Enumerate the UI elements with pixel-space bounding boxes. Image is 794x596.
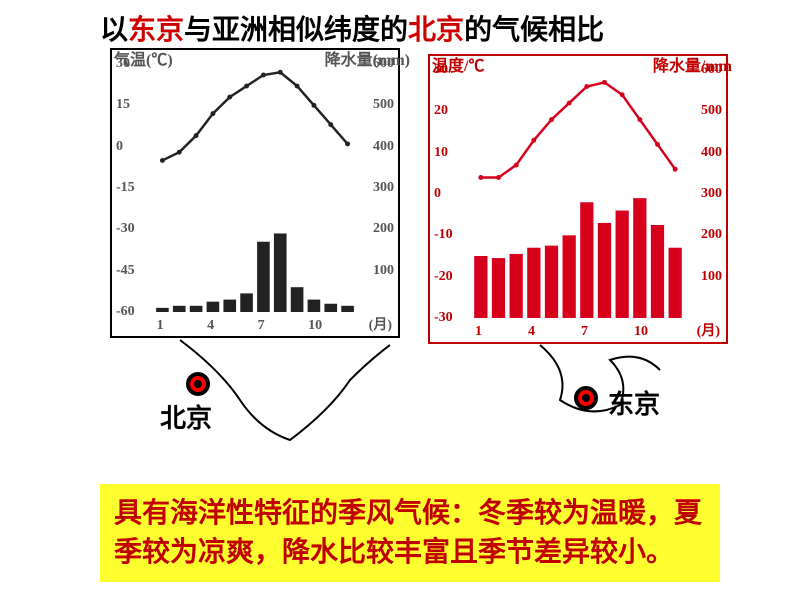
temp-tick: -20 [434,269,453,285]
title-city1: 东京 [128,15,184,46]
beijing-marker [186,372,210,396]
chart-tokyo: 温度/℃ 降水量/mm 3020100-10-20-30600500400300… [428,54,728,344]
tokyo-marker [574,386,598,410]
title-city2: 北京 [408,15,464,46]
beijing-label: 北京 [160,398,212,435]
precip-tick: 500 [373,97,394,113]
tokyo-chart-svg [472,70,684,318]
title-prefix: 以 [100,15,128,46]
beijing-chart-svg [154,64,356,312]
precip-tick: 600 [701,62,722,78]
precip-tick: 200 [373,221,394,237]
precip-tick: 400 [373,139,394,155]
chart-beijing: 气温(℃) 降水量(mm) 30150-15-30-45-60600500400… [110,48,400,338]
temp-tick: -15 [116,180,135,196]
plot-area-right [472,70,684,318]
precip-tick: 600 [373,56,394,72]
temp-tick: 20 [434,103,448,119]
temp-tick: -30 [434,310,453,326]
summary-box: 具有海洋性特征的季风气候：冬季较为温暖，夏季较为凉爽，降水比较丰富且季节差异较小… [100,484,720,582]
precip-tick: 300 [373,180,394,196]
temp-tick: 15 [116,97,130,113]
temp-tick: -60 [116,304,135,320]
temp-tick: 0 [116,139,123,155]
temp-tick: 30 [116,56,130,72]
temp-tick: -30 [116,221,135,237]
plot-area-left [154,64,356,312]
temp-tick: 10 [434,145,448,161]
temp-tick: 0 [434,186,441,202]
page-title: 以东京与亚洲相似纬度的北京的气候相比 [100,8,604,48]
temp-tick: 30 [434,62,448,78]
title-suffix: 的气候相比 [464,15,604,46]
temp-tick: -10 [434,227,453,243]
precip-tick: 500 [701,103,722,119]
precip-tick: 200 [701,227,722,243]
precip-tick: 400 [701,145,722,161]
title-mid: 与亚洲相似纬度的 [184,15,408,46]
precip-tick: 100 [373,263,394,279]
precip-tick: 100 [701,269,722,285]
temp-tick: -45 [116,263,135,279]
tokyo-label: 东京 [608,384,660,421]
summary-text: 具有海洋性特征的季风气候：冬季较为温暖，夏季较为凉爽，降水比较丰富且季节差异较小… [114,498,702,568]
precip-tick: 300 [701,186,722,202]
